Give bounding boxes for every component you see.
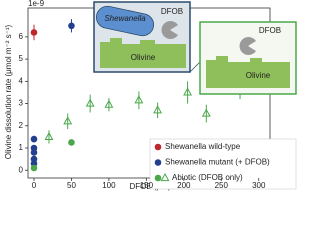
marks (30, 19, 245, 172)
y-tick-label: 0 (19, 165, 24, 174)
marker (154, 143, 162, 151)
marker (104, 99, 114, 108)
marker (85, 98, 95, 107)
marker (68, 139, 75, 146)
legend-label: Abiotic (DFOB only) (172, 173, 243, 182)
legend-label: Shewanella mutant (+ DFOB) (165, 158, 270, 167)
mineral-label: Olivine (131, 53, 156, 62)
mineral-label: Olivine (246, 71, 271, 80)
x-tick-label: 150 (140, 181, 154, 190)
offset-text: 1e-9 (28, 0, 45, 8)
x-tick-label: 200 (177, 181, 191, 190)
marker (63, 116, 73, 125)
dfob-molecule (161, 20, 178, 39)
olivine-block (100, 38, 186, 68)
chelator-label: DFOB (259, 26, 281, 35)
y-axis-label: Olivine dissolution rate (μmol m⁻² s⁻¹) (4, 24, 13, 159)
y-tick-label: 6 (19, 32, 24, 41)
y-tick-label: 5 (19, 54, 24, 63)
inset-right: DFOB Olivine (199, 21, 297, 95)
y-tick-label: 4 (19, 76, 24, 85)
marker (183, 87, 193, 96)
chelator-label: DFOB (161, 7, 183, 16)
marker (201, 108, 211, 117)
y-tick-label: 3 (19, 99, 24, 108)
chart: 1e-9 DFOB (μM) Olivine dissolution rate … (4, 0, 297, 191)
x-tick-label: 0 (32, 181, 37, 190)
inset-left: Shewanella DFOB Olivine (93, 1, 203, 73)
legend: Shewanella wild-type Shewanella mutant (+… (149, 138, 297, 190)
x-tick-label: 250 (215, 181, 229, 190)
marker (68, 22, 75, 30)
y-tick-label: 2 (19, 121, 24, 130)
organism-label: Shewanella (104, 14, 146, 23)
bacterium (95, 5, 155, 37)
marker (44, 131, 54, 140)
marker (153, 105, 163, 114)
marker (30, 164, 38, 172)
marker (134, 95, 144, 104)
marker (160, 172, 170, 182)
marker (154, 174, 162, 182)
y-tick-label: 1 (19, 143, 24, 152)
olivine-block (206, 56, 290, 88)
legend-label: Shewanella wild-type (165, 142, 241, 151)
x-tick-label: 50 (67, 181, 76, 190)
legend-frame (149, 138, 297, 190)
marker (30, 29, 38, 36)
marker (154, 159, 162, 166)
dfob-molecule (239, 36, 256, 55)
x-tick-label: 300 (252, 181, 266, 190)
x-tick-label: 100 (102, 181, 116, 190)
marker (30, 135, 38, 143)
marker (30, 149, 38, 156)
